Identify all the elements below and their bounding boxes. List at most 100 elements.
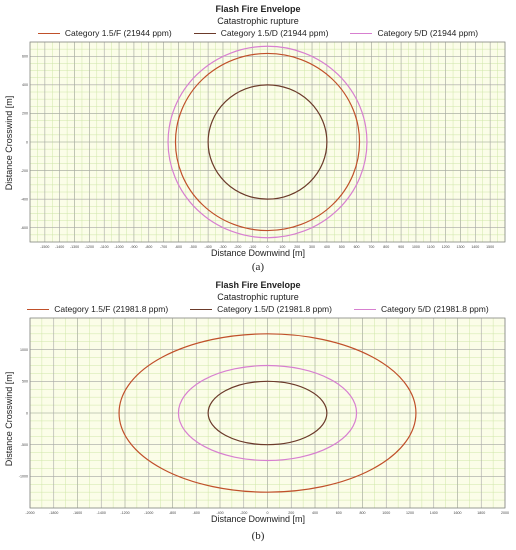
series-contour <box>167 45 368 239</box>
y-tick-label: 200 <box>22 112 28 116</box>
x-axis-label: Distance Downwind [m] <box>210 248 306 258</box>
x-tick-label: -2000 <box>25 511 34 515</box>
y-tick-label: -200 <box>21 169 28 173</box>
series-contour <box>207 380 328 446</box>
x-tick-label: -600 <box>193 511 200 515</box>
x-tick-label: 500 <box>339 245 345 249</box>
x-tick-label: -1800 <box>49 511 58 515</box>
x-tick-label: 700 <box>368 245 374 249</box>
x-tick-label: 1800 <box>477 511 485 515</box>
x-tick-label: -400 <box>205 245 212 249</box>
legend-item: Category 1.5/D (21981.8 ppm) <box>190 304 332 314</box>
chart-panel-b: Flash Fire Envelope Catastrophic rupture… <box>0 276 516 550</box>
x-tick-label: 600 <box>354 245 360 249</box>
x-tick-label: 800 <box>383 245 389 249</box>
legend-swatch <box>190 308 213 310</box>
x-axis-label: Distance Downwind [m] <box>210 514 306 524</box>
y-tick-label: 500 <box>22 380 28 384</box>
x-tick-label: 100 <box>279 245 285 249</box>
figure-caption: (b) <box>251 530 265 542</box>
x-tick-label: -400 <box>216 511 223 515</box>
chart-panel-a: Flash Fire Envelope Catastrophic rupture… <box>0 4 516 273</box>
plot-area: -2000 -1800 -1600 -1400 -1200 -1000 -800 -600 -4… <box>19 317 509 515</box>
x-tick-label: 200 <box>294 245 300 249</box>
legend-label: Category 1.5/D (21981.8 ppm) <box>217 304 332 314</box>
x-tick-label: 200 <box>288 511 294 515</box>
x-tick-label: -300 <box>219 245 226 249</box>
x-tick-label: 0 <box>267 245 269 249</box>
chart-title: Flash Fire Envelope <box>215 280 301 290</box>
x-tick-label: -200 <box>240 511 247 515</box>
legend-swatch <box>353 308 376 310</box>
series-contour <box>177 364 358 462</box>
series-contour <box>118 333 417 493</box>
x-tick-label: 1500 <box>486 245 494 249</box>
x-tick-label: -600 <box>175 245 182 249</box>
x-tick-label: 1400 <box>430 511 438 515</box>
x-tick-label: -700 <box>160 245 167 249</box>
x-tick-label: -1200 <box>120 511 129 515</box>
chart-subtitle: Catastrophic rupture <box>217 16 299 26</box>
y-tick-label: 600 <box>22 55 28 59</box>
legend-label: Category 5/D (21981.8 ppm) <box>380 304 489 314</box>
y-tick-label: -400 <box>21 197 28 201</box>
major-grid <box>29 318 506 508</box>
plot-area: -1500 -1400 -1300 -1200 -1100 -1000 -900 -800 -7… <box>21 41 506 249</box>
x-tick-label: 400 <box>312 511 318 515</box>
x-tick-label: 1000 <box>412 245 420 249</box>
x-tick-label: 1400 <box>471 245 479 249</box>
y-tick-label: 1000 <box>20 348 28 352</box>
y-tick-label: 400 <box>22 83 28 87</box>
x-tick-label: 1600 <box>454 511 462 515</box>
legend-swatch <box>37 32 60 34</box>
chart-title: Flash Fire Envelope <box>215 4 301 14</box>
x-tick-label: 1000 <box>382 511 390 515</box>
x-tick-label: -500 <box>190 245 197 249</box>
x-tick-label: -1400 <box>55 245 64 249</box>
y-tick-label: 0 <box>26 411 28 415</box>
legend: Category 1.5/F (21981.8 ppm) Category 1.… <box>0 304 516 314</box>
x-tick-label: -200 <box>234 245 241 249</box>
legend-label: Category 1.5/D (21944 ppm) <box>220 28 329 38</box>
plot-frame <box>29 317 506 509</box>
x-tick-label: 1100 <box>427 245 435 249</box>
legend-item: Category 1.5/F (21981.8 ppm) <box>27 304 168 314</box>
x-tick-label: -1400 <box>97 511 106 515</box>
x-tick-label: -1000 <box>114 245 123 249</box>
x-tick-label: 2000 <box>501 511 509 515</box>
y-tick-label: 0 <box>26 140 28 144</box>
x-tick-label: 1200 <box>406 511 414 515</box>
x-tick-label: 400 <box>324 245 330 249</box>
legend-item: Category 5/D (21981.8 ppm) <box>353 304 489 314</box>
series-contour <box>207 84 328 200</box>
x-tick-label: -1100 <box>100 245 109 249</box>
legend: Category 1.5/F (21944 ppm) Category 1.5/… <box>0 28 516 38</box>
legend-swatch <box>350 32 373 34</box>
x-tick-label: -1000 <box>144 511 153 515</box>
x-tick-label: -900 <box>130 245 137 249</box>
legend-item: Category 5/D (21944 ppm) <box>350 28 478 38</box>
x-tick-label: -1500 <box>40 245 49 249</box>
y-tick-label: -500 <box>21 443 28 447</box>
x-tick-label: 0 <box>267 511 269 515</box>
chart-subtitle: Catastrophic rupture <box>217 292 299 302</box>
legend-swatch <box>193 32 216 34</box>
x-tick-label: 300 <box>309 245 315 249</box>
y-tick-label: -1000 <box>19 475 28 479</box>
y-tick-label: -600 <box>21 226 28 230</box>
x-tick-label: 1300 <box>456 245 464 249</box>
series-contour <box>174 52 361 232</box>
x-tick-label: -1300 <box>70 245 79 249</box>
x-tick-label: 600 <box>336 511 342 515</box>
legend-item: Category 1.5/F (21944 ppm) <box>37 28 172 38</box>
x-tick-label: -800 <box>145 245 152 249</box>
plot-frame <box>29 41 506 243</box>
major-grid <box>30 42 505 242</box>
legend-label: Category 1.5/F (21944 ppm) <box>64 28 172 38</box>
legend-item: Category 1.5/D (21944 ppm) <box>193 28 329 38</box>
x-tick-label: -1600 <box>73 511 82 515</box>
legend-label: Category 5/D (21944 ppm) <box>377 28 479 38</box>
x-tick-label: -1200 <box>85 245 94 249</box>
x-tick-label: 1200 <box>442 245 450 249</box>
figure-caption: (a) <box>251 261 265 273</box>
